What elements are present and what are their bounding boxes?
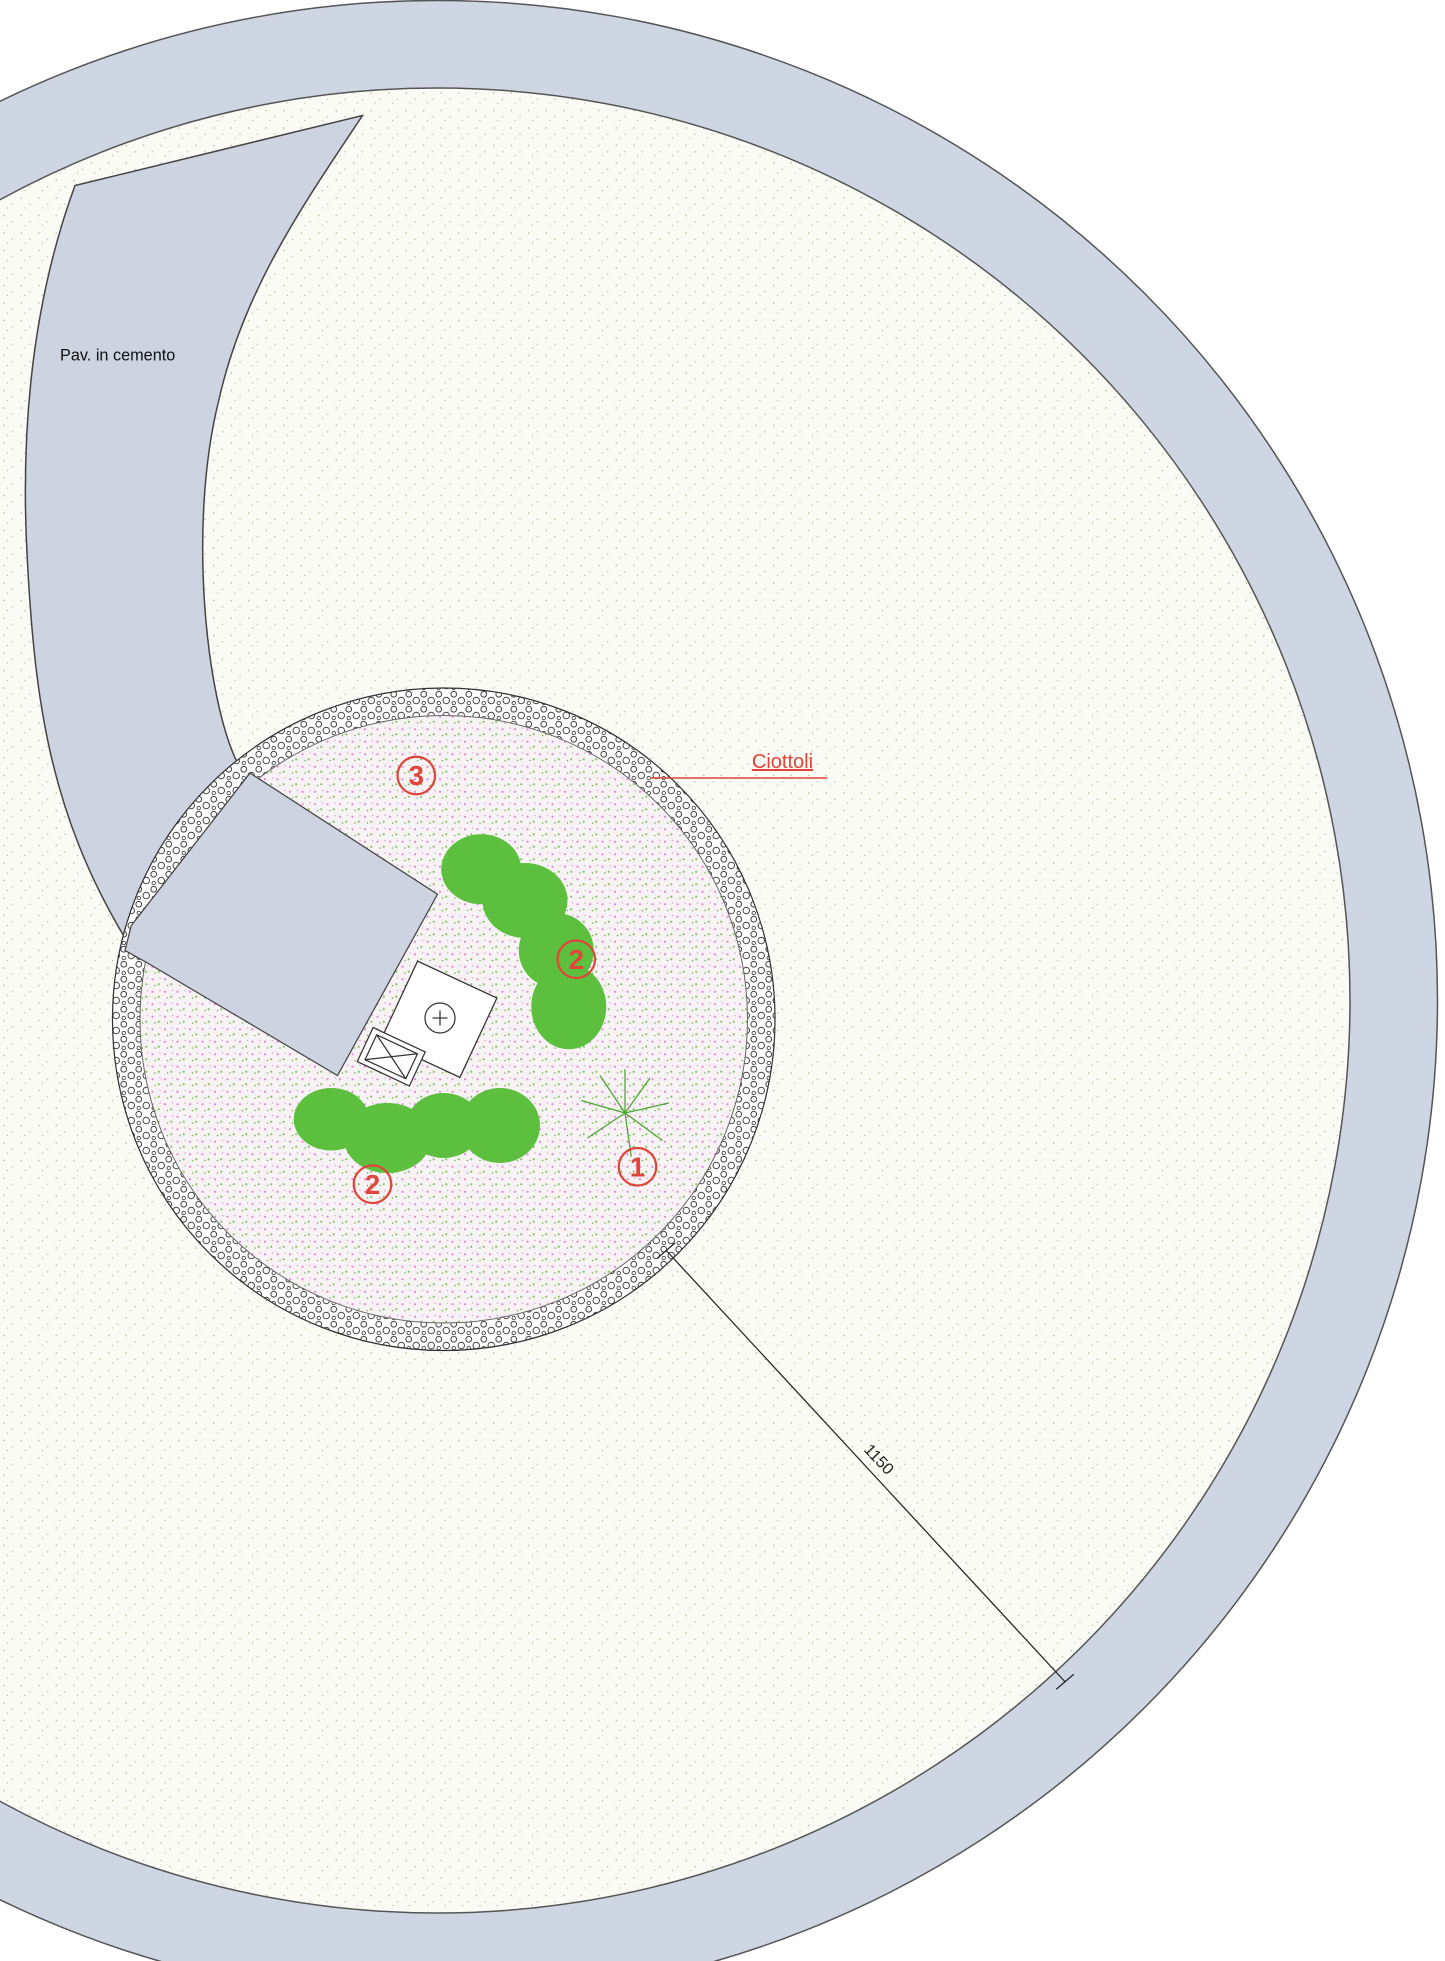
marker-label: 1 [630, 1151, 645, 1182]
dimension [657, 1242, 1075, 1690]
pavement-label: Pav. in cemento [60, 347, 175, 365]
marker-label: 2 [365, 1169, 380, 1200]
plant-markers [352, 755, 658, 1205]
shrubs [293, 834, 669, 1173]
marker-label: 3 [409, 760, 424, 791]
pebbles-callout: Ciottoli [650, 751, 828, 779]
equipment [356, 960, 498, 1087]
marker-label: 2 [569, 944, 584, 975]
pebbles-label: Ciottoli [752, 751, 813, 773]
